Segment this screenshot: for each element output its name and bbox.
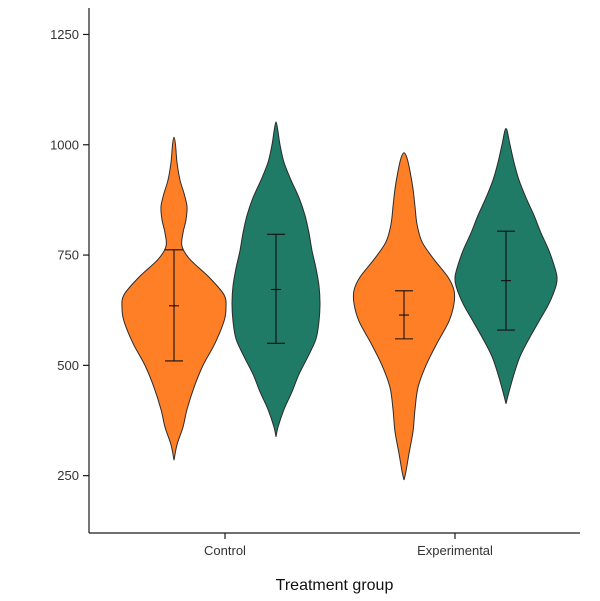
y-axis-ticks: 250 500 750 1000 1250 [50,27,89,483]
y-tick-label: 500 [57,358,79,373]
violin-control-2 [231,121,321,437]
x-tick-label: Control [204,543,246,558]
violin-control-1 [121,136,227,461]
y-tick-label: 1000 [50,137,79,152]
x-axis-title: Treatment group [276,577,394,594]
y-tick-label: 1250 [50,27,79,42]
x-tick-label: Experimental [417,543,493,558]
y-tick-label: 750 [57,248,79,263]
x-axis-ticks: Control Experimental [204,533,493,558]
y-tick-label: 250 [57,468,79,483]
violin-experimental-2 [454,127,558,404]
violin-experimental-1 [352,152,456,481]
violins [121,121,558,481]
